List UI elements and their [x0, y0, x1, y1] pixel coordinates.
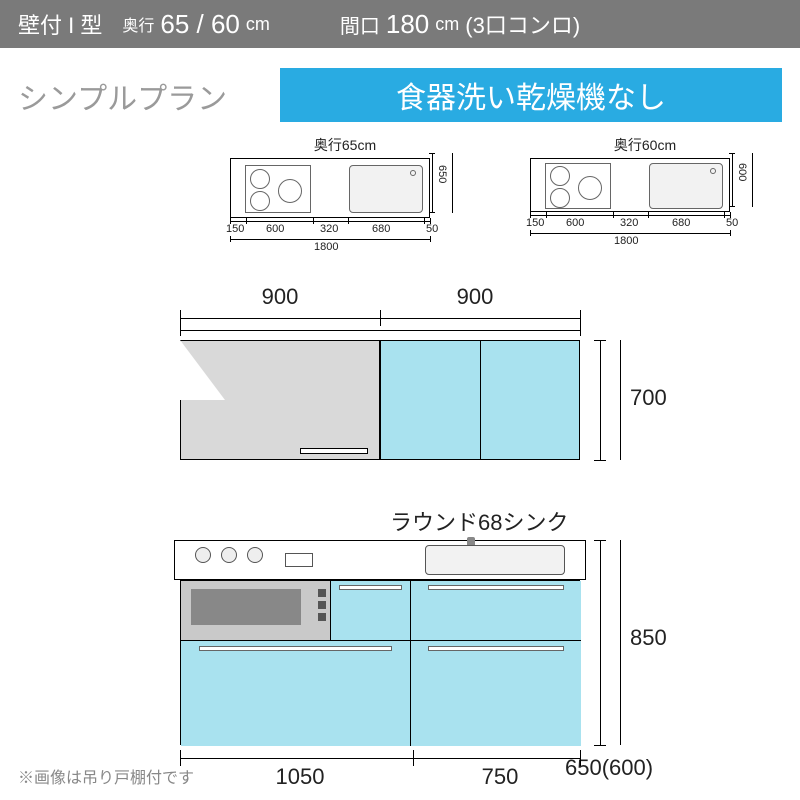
oven-panel [181, 581, 331, 641]
footnote: ※画像は吊り戸棚付です [18, 764, 194, 788]
dim-total-65: 1800 [314, 241, 338, 253]
dim-upper-left: 900 [225, 284, 335, 310]
dim-lower-right: 750 [450, 764, 550, 790]
width-unit: cm [435, 14, 459, 35]
topview-65: 奥行65cm 650 150 600 320 680 50 [230, 135, 460, 218]
burner-count: (3口コンロ) [465, 8, 580, 40]
depth-value: 65 / 60 [160, 9, 240, 40]
cabinet-right-top-drawer [411, 581, 581, 641]
cabinet-body [180, 580, 580, 745]
depth-unit: cm [246, 14, 270, 35]
topview-65-box [230, 158, 430, 218]
range-hood [180, 340, 380, 460]
subtitle-row: シンプルプラン 食器洗い乾燥機なし [0, 68, 800, 122]
width-value: 180 [386, 9, 429, 40]
feature-banner: 食器洗い乾燥機なし [280, 68, 782, 122]
dim-upper-right: 900 [420, 284, 530, 310]
type-label: 壁付 I 型 [18, 8, 102, 40]
depth-label: 奥行 [122, 12, 154, 36]
dim-lower-height: 850 [630, 625, 667, 651]
topview-area: 奥行65cm 650 150 600 320 680 50 [230, 135, 790, 265]
counter-top [174, 540, 586, 580]
topview-60-box [530, 158, 730, 212]
cooktop-control-icon [285, 553, 313, 567]
topview-65-label: 奥行65cm [230, 135, 460, 155]
dim-depth-60: 600 [736, 163, 748, 181]
cabinet-left-bottom-drawer [181, 641, 411, 746]
stove-rings-icon [195, 547, 263, 563]
upper-unit [180, 340, 580, 460]
elevation-area: 900 900 700 ラウンド68シンク [130, 280, 770, 790]
dim-total-60: 1800 [614, 235, 638, 247]
wall-cabinet [380, 340, 580, 460]
sink-label: ラウンド68シンク [390, 505, 568, 537]
header-bar: 壁付 I 型 奥行 65 / 60 cm 間口 180 cm (3口コンロ) [0, 0, 800, 48]
width-label: 間口 [340, 10, 380, 39]
dim-lower-left: 1050 [240, 764, 360, 790]
topview-60-label: 奥行60cm [530, 135, 760, 155]
cabinet-mid-drawer [331, 581, 411, 641]
plan-name: シンプルプラン [0, 68, 280, 122]
cabinet-right-bottom-drawer [411, 641, 581, 746]
lower-unit [180, 540, 580, 750]
topview-60: 奥行60cm 600 150 600 320 680 50 [530, 135, 760, 212]
sink-icon [425, 545, 565, 575]
dim-depth-65: 650 [436, 165, 448, 183]
dim-upper-height: 700 [630, 385, 667, 411]
